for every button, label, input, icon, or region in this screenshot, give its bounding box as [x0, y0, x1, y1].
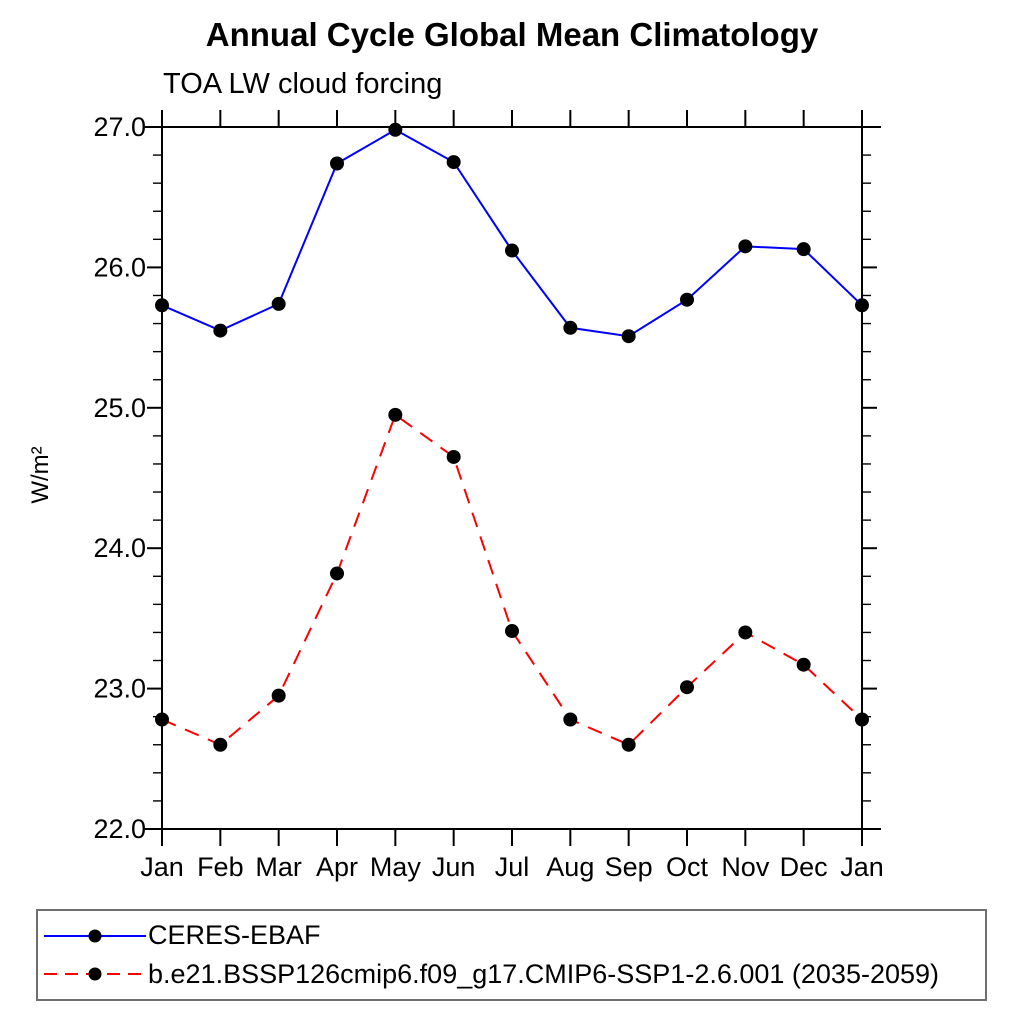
data-point-cmip6-ssp126-Apr-3 [330, 566, 344, 581]
chart-title: Annual Cycle Global Mean Climatology [205, 16, 819, 53]
data-point-ceres-ebaf-Nov-10 [738, 239, 753, 254]
data-point-ceres-ebaf-Mar-2 [271, 296, 286, 311]
data-point-cmip6-ssp126-Jul-6 [505, 624, 519, 639]
data-point-cmip6-ssp126-Oct-9 [680, 680, 694, 695]
x-tick-label: Jun [432, 852, 476, 882]
data-point-ceres-ebaf-Aug-7 [563, 320, 578, 335]
x-tick-label: May [370, 852, 422, 882]
series-line-cmip6-ssp126 [161, 413, 863, 746]
data-point-ceres-ebaf-Jun-5 [446, 155, 461, 170]
series-line-ceres-ebaf [161, 128, 863, 338]
data-point-cmip6-ssp126-Feb-1 [213, 737, 228, 752]
x-tick-label: Jan [840, 852, 884, 882]
x-tick-label: Nov [721, 852, 770, 882]
data-point-cmip6-ssp126-Jan-12 [855, 712, 869, 727]
legend-item-ceres-ebaf: CERES-EBAF [38, 922, 985, 949]
legend-label-ceres-ebaf: CERES-EBAF [148, 920, 321, 951]
data-point-ceres-ebaf-Jan-12 [855, 298, 869, 313]
data-point-ceres-ebaf-Apr-3 [330, 156, 344, 171]
x-tick-label: Oct [666, 852, 709, 882]
data-point-cmip6-ssp126-Mar-2 [271, 688, 286, 703]
data-point-cmip6-ssp126-Dec-11 [796, 657, 811, 672]
data-point-cmip6-ssp126-May-4 [388, 407, 403, 422]
x-tick-label: Aug [546, 852, 594, 882]
x-tick-label: Mar [255, 852, 302, 882]
x-tick-label: Jul [495, 852, 530, 882]
x-tick-label: Sep [605, 852, 653, 882]
data-point-ceres-ebaf-Sep-8 [621, 329, 636, 344]
y-tick-label: 22.0 [93, 814, 146, 844]
data-point-cmip6-ssp126-Sep-8 [621, 737, 636, 752]
x-tick-label: Dec [780, 852, 828, 882]
legend-dashed-line-sample [44, 967, 146, 981]
data-point-ceres-ebaf-May-4 [388, 122, 403, 137]
data-point-ceres-ebaf-Oct-9 [680, 292, 694, 307]
data-point-ceres-ebaf-Jul-6 [505, 243, 519, 258]
chart-subtitle: TOA LW cloud forcing [163, 68, 443, 100]
data-point-ceres-ebaf-Feb-1 [213, 323, 228, 338]
data-point-cmip6-ssp126-Nov-10 [738, 625, 753, 640]
y-tick-label: 27.0 [93, 112, 146, 142]
y-tick-label: 23.0 [93, 674, 146, 704]
data-point-ceres-ebaf-Jan-0 [155, 298, 169, 313]
legend-item-cmip6-ssp126: b.e21.BSSP126cmip6.f09_g17.CMIP6-SSP1-2.… [38, 958, 985, 989]
y-tick-label: 24.0 [93, 533, 146, 563]
x-tick-label: Jan [140, 852, 184, 882]
x-tick-label: Apr [316, 852, 358, 882]
data-point-cmip6-ssp126-Aug-7 [563, 712, 578, 727]
data-point-ceres-ebaf-Dec-11 [796, 242, 811, 257]
y-tick-label: 26.0 [93, 252, 146, 282]
data-point-cmip6-ssp126-Jan-0 [155, 712, 169, 727]
legend-label-cmip6-ssp126: b.e21.BSSP126cmip6.f09_g17.CMIP6-SSP1-2.… [148, 958, 940, 989]
data-point-cmip6-ssp126-Jun-5 [446, 449, 461, 464]
legend: CERES-EBAF b.e21.BSSP126cmip6.f09_g17.CM… [36, 909, 987, 1001]
legend-solid-line-sample [44, 929, 146, 943]
x-tick-label: Feb [197, 852, 244, 882]
y-tick-label: 25.0 [93, 393, 146, 423]
